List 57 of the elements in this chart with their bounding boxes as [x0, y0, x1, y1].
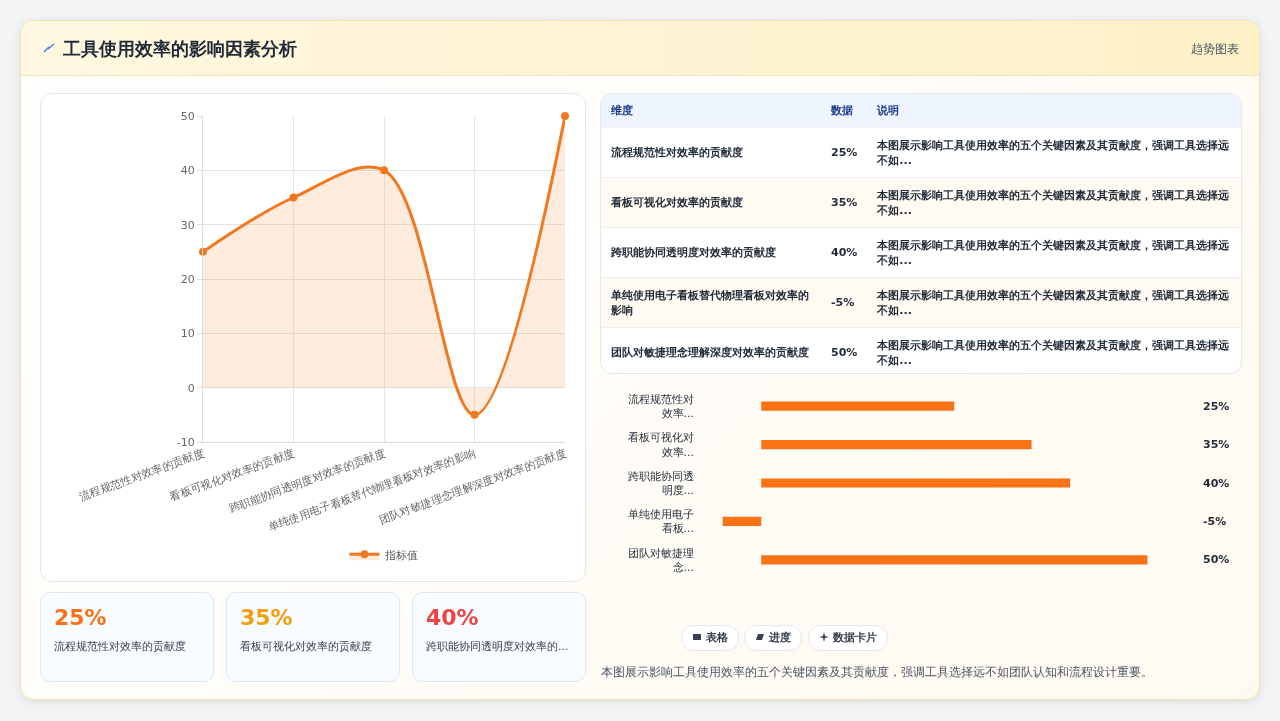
text: 本图展示影响工具使用效率的五个关键因素及其贡献度，强调工具选择远不如... [867, 127, 1241, 178]
text: 35% [240, 605, 293, 630]
y-tick-label: 50 [180, 109, 195, 123]
text: 说明 [867, 94, 1241, 128]
category-label: 团队对敏捷理念理解深度对效率的贡献度 [610, 345, 810, 361]
category-label: 单纯使用电子看板替代物理看板对效率的影响 [601, 277, 821, 328]
bar [761, 555, 1148, 565]
point [289, 193, 298, 202]
category-label: 流程规范性对效率的贡献度 [601, 127, 821, 178]
category-label: 看板可视化对效率的贡献度 [601, 177, 821, 228]
y-tick-label: 20 [180, 272, 195, 286]
text: 本图展示影响工具使用效率的五个关键因素及其贡献度，强调工具选择远不如... [867, 277, 1241, 328]
y-tick-label: 单纯使用电子看板... [628, 508, 694, 536]
point [470, 410, 479, 419]
y-tick-label: 流程规范性对效率... [628, 392, 694, 421]
bar [761, 439, 1032, 450]
text: 40% [426, 605, 479, 630]
text: 25% [54, 605, 107, 630]
point [561, 112, 569, 120]
y-tick-label: 0 [187, 381, 195, 395]
text: 进度 [744, 625, 802, 651]
point [380, 166, 388, 175]
y-tick-label: 40 [180, 164, 195, 178]
bar [761, 478, 1071, 488]
text: 趋势图表 [1191, 41, 1239, 58]
category-label: 跨职能协同透明度对效率的... [426, 639, 570, 654]
text: 35% [831, 196, 858, 209]
legend-label: 指标值 [383, 548, 418, 562]
text: 本图展示影响工具使用效率的五个关键因素及其贡献度，强调工具选择远不如... [867, 227, 1241, 278]
text: 50% [831, 346, 858, 359]
data-label: 25% [1203, 400, 1230, 413]
y-tick-label: 跨职能协同透明度... [628, 469, 694, 497]
bar [722, 516, 762, 527]
data-label: 40% [1203, 477, 1230, 490]
data-label: 50% [1203, 553, 1230, 566]
text: 数据卡片 [808, 625, 888, 651]
category-label: 流程规范性对效率的贡献度 [54, 639, 187, 654]
text: 数据 [821, 94, 868, 128]
text: 表格 [681, 625, 739, 651]
text: 本图展示影响工具使用效率的五个关键因素及其贡献度，强调工具选择远不如... [867, 177, 1241, 228]
y-tick-label: 团队对敏捷理念... [628, 546, 694, 574]
text: 工具使用效率的影响因素分析 [63, 37, 297, 61]
bar [761, 401, 955, 411]
text: -5% [831, 296, 855, 309]
y-tick-label: -10 [176, 435, 195, 449]
text: 本图展示影响工具使用效率的五个关键因素及其贡献度，强调工具选择远不如团队认知和流程设计重要。 [601, 664, 1153, 681]
text: 本图展示影响工具使用效率的五个关键因素及其贡献度，强调工具选择远不如... [876, 337, 1231, 369]
data-label: 35% [1203, 438, 1230, 451]
text: 25% [831, 146, 858, 159]
y-tick-label: 30 [180, 218, 195, 232]
y-tick-label: 10 [180, 327, 195, 341]
category-label: 跨职能协同透明度对效率的贡献度 [601, 227, 821, 278]
data-label: -5% [1203, 515, 1227, 528]
y-tick-label: 看板可视化对效率... [628, 431, 694, 459]
category-label: 看板可视化对效率的贡献度 [240, 639, 373, 654]
text: 维度 [601, 94, 821, 128]
text: 40% [831, 246, 858, 259]
